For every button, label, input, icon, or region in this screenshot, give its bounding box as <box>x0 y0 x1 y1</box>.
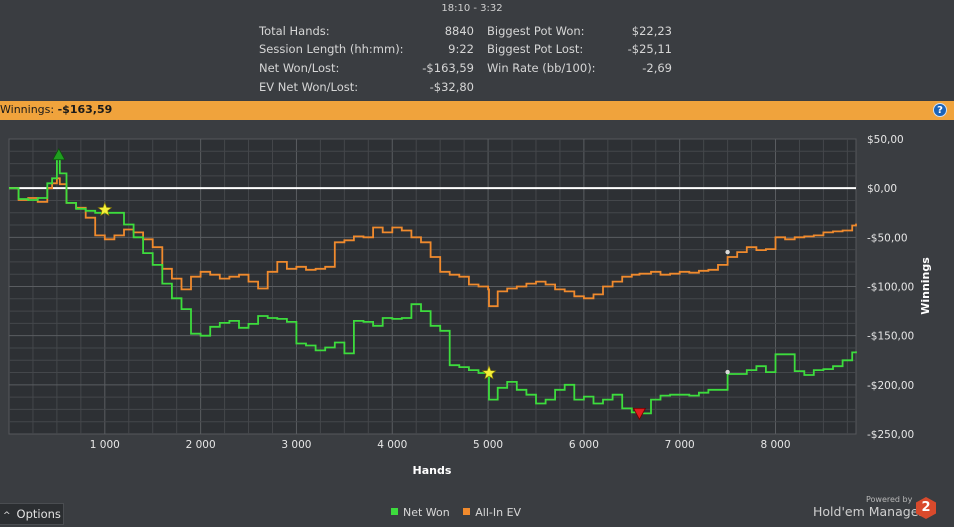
legend-swatch-net-won <box>391 508 398 515</box>
y-tick-label: $0,00 <box>867 183 897 195</box>
chart-legend: Net Won All-In EV <box>391 506 531 519</box>
net-won-lost-label: Net Won/Lost: <box>259 61 340 75</box>
winnings-value: -$163,59 <box>57 103 113 116</box>
tick-labels: 1 000 2 000 3 000 4 000 5 000 6 000 7 000 8 000… <box>90 134 914 451</box>
x-tick-label: 1 000 <box>90 439 120 451</box>
ev-net-won-lost-label: EV Net Won/Lost: <box>259 80 359 94</box>
x-tick-label: 2 000 <box>186 439 216 451</box>
winnings-chart: 1 000 2 000 3 000 4 000 5 000 6 000 7 000 8 000… <box>8 134 932 477</box>
data-point-marker <box>725 249 730 255</box>
marker-layer <box>52 147 730 421</box>
session-length-value: 9:22 <box>448 42 474 56</box>
session-high-marker <box>52 147 66 161</box>
winnings-banner: Winnings: -$163,59 ? <box>0 101 954 120</box>
total-hands-value: 8840 <box>444 24 474 38</box>
legend-item-all-in-ev[interactable]: All-In EV <box>463 506 521 519</box>
x-tick-label: 7 000 <box>665 439 695 451</box>
series-layer <box>9 153 857 415</box>
ev-net-won-lost-value: -$32,80 <box>429 80 474 94</box>
data-point-marker <box>725 369 730 375</box>
options-button[interactable]: ^ Options <box>0 503 64 525</box>
hem2-logo-icon: 2 <box>916 497 936 519</box>
chevron-up-icon: ^ <box>3 511 11 521</box>
x-tick-label: 5 000 <box>473 439 503 451</box>
y-tick-label: -$150,00 <box>867 331 914 343</box>
net-won-lost-value: -$163,59 <box>422 61 474 75</box>
star-marker <box>481 365 497 380</box>
biggest-pot-lost-value: -$25,11 <box>627 42 672 56</box>
series-line-net-won <box>9 153 857 415</box>
win-rate-label: Win Rate (bb/100): <box>487 61 596 75</box>
series-line-all-in-ev <box>9 177 857 308</box>
x-tick-label: 4 000 <box>377 439 407 451</box>
x-tick-label: 6 000 <box>569 439 599 451</box>
biggest-pot-lost-label: Biggest Pot Lost: <box>487 42 584 56</box>
y-tick-label: -$50,00 <box>867 232 908 244</box>
y-tick-label: -$200,00 <box>867 380 914 392</box>
biggest-pot-won-label: Biggest Pot Won: <box>487 24 585 38</box>
options-label: Options <box>16 507 61 521</box>
session-time-range: 18:10 - 3:32 <box>441 3 503 14</box>
x-tick-label: 8 000 <box>760 439 790 451</box>
x-axis-title: Hands <box>413 464 452 477</box>
session-length-label: Session Length (hh:mm): <box>259 42 404 56</box>
brand-name: Hold'em Manager <box>813 504 924 519</box>
powered-by-text: Powered by <box>866 495 913 504</box>
legend-swatch-all-in-ev <box>463 508 471 515</box>
winnings-chart-panel: 1 000 2 000 3 000 4 000 5 000 6 000 7 000 8 000… <box>0 120 954 492</box>
winnings-summary: Winnings: -$163,59 <box>0 103 112 116</box>
y-tick-label: -$250,00 <box>867 429 914 441</box>
y-axis-title: Winnings <box>919 257 932 315</box>
session-low-marker <box>632 407 647 421</box>
total-hands-label: Total Hands: <box>259 24 330 38</box>
y-tick-label: -$100,00 <box>867 282 914 294</box>
win-rate-value: -2,69 <box>642 61 672 75</box>
winnings-label: Winnings: <box>0 103 55 116</box>
legend-item-net-won[interactable]: Net Won <box>391 506 453 519</box>
legend-label-net-won: Net Won <box>403 506 450 519</box>
y-tick-label: $50,00 <box>867 134 904 146</box>
legend-label-all-in-ev: All-In EV <box>475 506 522 519</box>
star-marker <box>97 201 113 217</box>
help-icon[interactable]: ? <box>933 103 947 117</box>
biggest-pot-won-value: $22,23 <box>631 24 672 38</box>
x-tick-label: 3 000 <box>281 439 311 451</box>
